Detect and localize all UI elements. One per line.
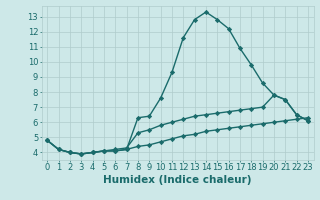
X-axis label: Humidex (Indice chaleur): Humidex (Indice chaleur) — [103, 175, 252, 185]
